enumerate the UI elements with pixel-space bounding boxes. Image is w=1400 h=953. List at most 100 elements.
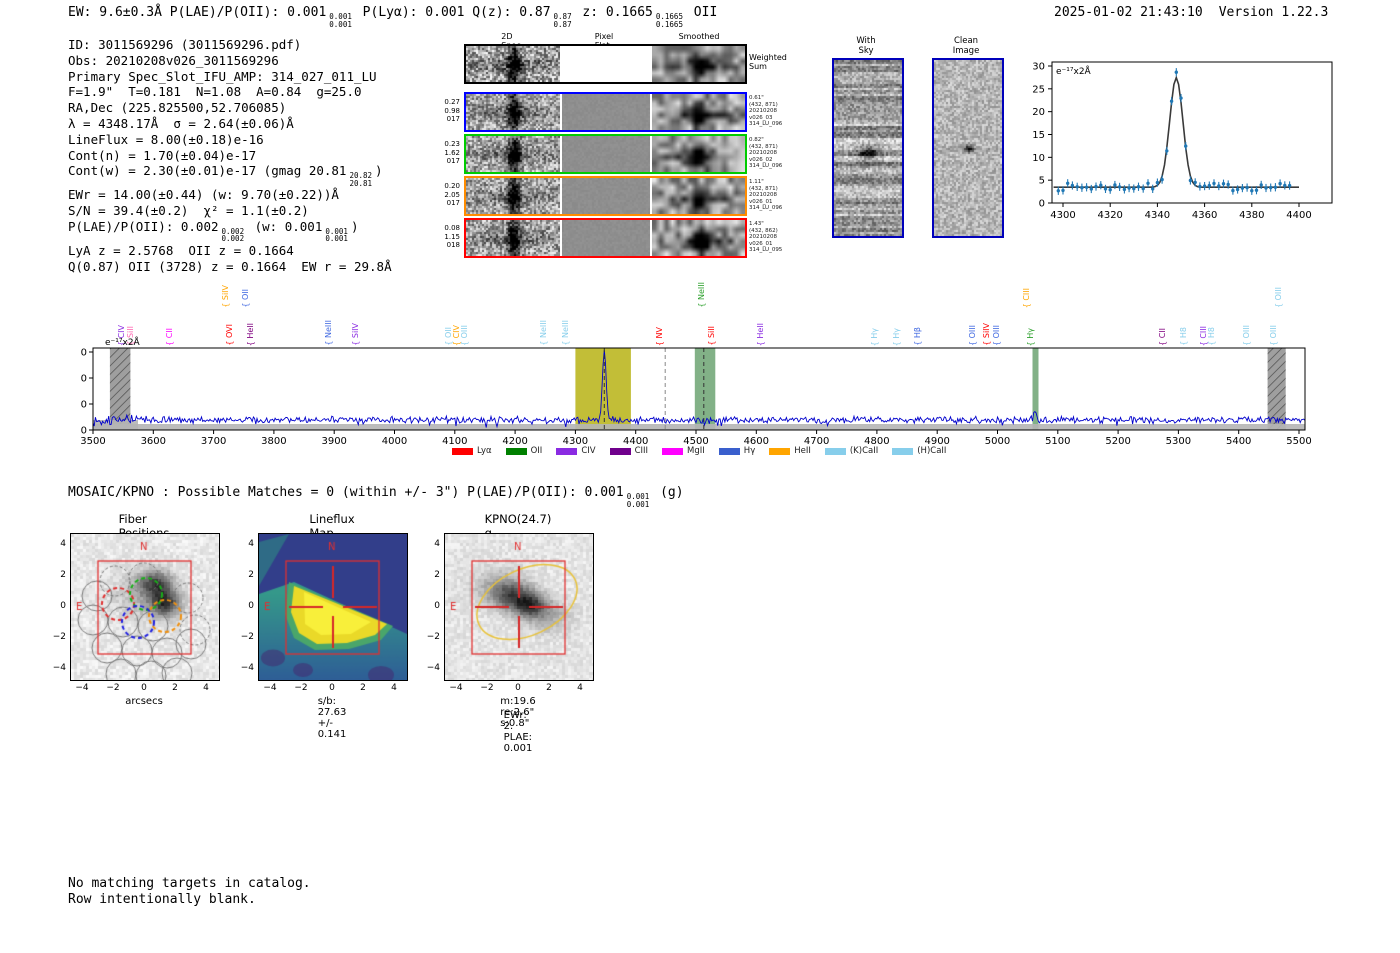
pixel-flat-image <box>562 178 650 214</box>
legend-swatch <box>609 447 631 455</box>
spec2d-row <box>464 134 747 174</box>
svg-text:5000: 5000 <box>985 436 1010 447</box>
y-tick-label: 2 <box>248 570 254 580</box>
svg-text:4200: 4200 <box>502 436 527 447</box>
svg-text:3500: 3500 <box>80 436 105 447</box>
summary-header: EW: 9.6±0.3Å P(LAE)/P(OII): 0.001 0.001 0.… <box>68 5 717 28</box>
spectrum-legend: Lyα OII CIV CIII MgII Hγ HeII (K)CaII (H)CaII <box>452 446 946 456</box>
info-line: Cont(w) = 2.30(±0.01)e-17 (gmag 20.81 20.… <box>68 163 392 187</box>
line-fit-inset-chart: 4300 4320 4340 4360 4380 4400 0 5 10 15 20 25 30 e⁻¹⁷… <box>1025 52 1340 236</box>
y-tick-label: −4 <box>426 663 440 673</box>
y-tick-label: 0 <box>434 601 440 611</box>
spec2d-row-meta: 1.11" (432, 871) 20210208 v026_01 314_LU_096 <box>749 179 783 212</box>
x-tick-label: −4 <box>263 683 277 693</box>
ccd-canvas <box>934 60 1002 236</box>
svg-text:3700: 3700 <box>201 436 226 447</box>
info-line: Cont(n) = 1.70(±0.04)e-17 <box>68 148 392 164</box>
spec2d-row-weights: 0.27 0.98 017 <box>444 98 460 123</box>
footer-line: No matching targets in catalog. <box>68 876 311 891</box>
y-tick-label: −2 <box>240 632 254 642</box>
report-datetime: 2025-01-02 21:43:10 <box>1054 5 1203 20</box>
svg-text:4700: 4700 <box>804 436 829 447</box>
y-tick-label: 2 <box>60 570 66 580</box>
svg-text:4900: 4900 <box>924 436 949 447</box>
spec2d-row-meta: 0.82" (432, 871) 20210208 v026_02 314_LU_096 <box>749 137 783 170</box>
svg-text:20: 20 <box>1032 107 1045 118</box>
stacked-value: 0.001 0.001 <box>325 226 348 244</box>
svg-text:5500: 5500 <box>1286 436 1311 447</box>
legend-item: OII <box>505 446 542 456</box>
y-tick-label: 4 <box>60 539 66 549</box>
spec2d-image <box>466 178 560 214</box>
legend-swatch <box>662 447 684 455</box>
svg-text:0: 0 <box>81 426 87 437</box>
info-line: LineFlux = 8.00(±0.18)e-16 <box>68 132 392 148</box>
with-sky-image <box>832 58 904 238</box>
text-segment: ) <box>350 218 359 234</box>
svg-text:5: 5 <box>1039 176 1045 187</box>
spec2d-image <box>466 94 560 130</box>
fiber-positions-map <box>70 533 220 681</box>
pixel-flat-image <box>562 94 650 130</box>
y-tick-label: −2 <box>426 632 440 642</box>
svg-text:e⁻¹⁷x2Å: e⁻¹⁷x2Å <box>105 336 141 348</box>
spectral-line-label: { CIII <box>1022 287 1031 308</box>
spectral-line-label: { OIII <box>1274 286 1283 308</box>
text-segment: z: 0.1665 <box>574 5 653 20</box>
spec2d-col-header: Smoothed <box>678 32 720 41</box>
report-meta: 2025-01-02 21:43:10 Version 1.22.3 <box>1054 5 1328 20</box>
y-tick-label: 4 <box>248 539 254 549</box>
text-segment: ) <box>375 163 383 179</box>
text-segment: RA,Dec (225.825500,52.706085) <box>68 100 287 116</box>
cutout-canvas <box>259 534 407 680</box>
svg-text:5400: 5400 <box>1226 436 1251 447</box>
spectral-line-label: { OII <box>241 289 250 308</box>
legend-swatch <box>505 447 527 455</box>
legend-item: CIII <box>609 446 648 456</box>
info-line: P(LAE)/P(OII): 0.002 0.002 0.002 (w: 0.001… <box>68 219 392 243</box>
stacked-value: 20.82 20.81 <box>349 171 373 188</box>
spec2d-image <box>466 220 560 256</box>
cutout-xlabel: arcsecs <box>125 696 163 707</box>
stacked-value: 0.001 0.001 <box>329 12 352 29</box>
spec2d-row-meta: Weighted Sum <box>749 53 787 71</box>
svg-text:4320: 4320 <box>1097 210 1122 221</box>
text-segment: EW: 9.6±0.3Å P(LAE)/P(OII): 0.001 <box>68 5 327 20</box>
spectral-line-label: { NeIII <box>697 282 706 308</box>
y-tick-label: 4 <box>434 539 440 549</box>
x-tick-label: 0 <box>515 683 521 693</box>
x-tick-label: 0 <box>141 683 147 693</box>
y-tick-label: −2 <box>52 632 66 642</box>
spec2d-row-weights: 0.20 2.05 017 <box>444 182 460 207</box>
cutout-canvas <box>71 534 219 680</box>
info-line: RA,Dec (225.825500,52.706085) <box>68 100 392 116</box>
x-tick-label: 2 <box>360 683 366 693</box>
svg-text:3800: 3800 <box>261 436 286 447</box>
x-tick-label: 4 <box>577 683 583 693</box>
svg-text:10: 10 <box>1032 153 1045 164</box>
smoothed-image <box>652 94 745 130</box>
svg-text:30: 30 <box>1032 61 1045 72</box>
text-segment: LyA z = 2.5768 OII z = 0.1664 <box>68 242 294 258</box>
text-segment: F=1.9" T=0.181 N=1.08 A=0.84 g=25.0 <box>68 84 362 100</box>
spec2d-image <box>466 46 560 82</box>
svg-text:4400: 4400 <box>1286 210 1311 221</box>
info-line: EWr = 14.00(±0.44) (w: 9.70(±0.22))Å <box>68 187 392 203</box>
legend-item: Hγ <box>718 446 755 456</box>
spec2d-row <box>464 176 747 216</box>
text-segment: MOSAIC/KPNO : Possible Matches = 0 (with… <box>68 485 624 500</box>
x-tick-label: 2 <box>172 683 178 693</box>
x-tick-label: −2 <box>480 683 494 693</box>
svg-text:5300: 5300 <box>1166 436 1191 447</box>
x-tick-label: −4 <box>75 683 89 693</box>
stacked-value: 0.001 0.001 <box>626 492 650 509</box>
spec2d-row-weights: 0.23 1.62 017 <box>444 140 460 165</box>
y-tick-label: −4 <box>52 663 66 673</box>
smoothed-image <box>652 220 745 256</box>
svg-text:4300: 4300 <box>1050 210 1075 221</box>
svg-text:4600: 4600 <box>744 436 769 447</box>
stacked-value: 0.1665 0.1665 <box>655 12 683 29</box>
info-line: Q(0.87) OII (3728) z = 0.1664 EW r = 29.… <box>68 259 392 275</box>
x-tick-label: −2 <box>294 683 308 693</box>
spec2d-row-weights: 0.08 1.15 018 <box>444 224 460 249</box>
